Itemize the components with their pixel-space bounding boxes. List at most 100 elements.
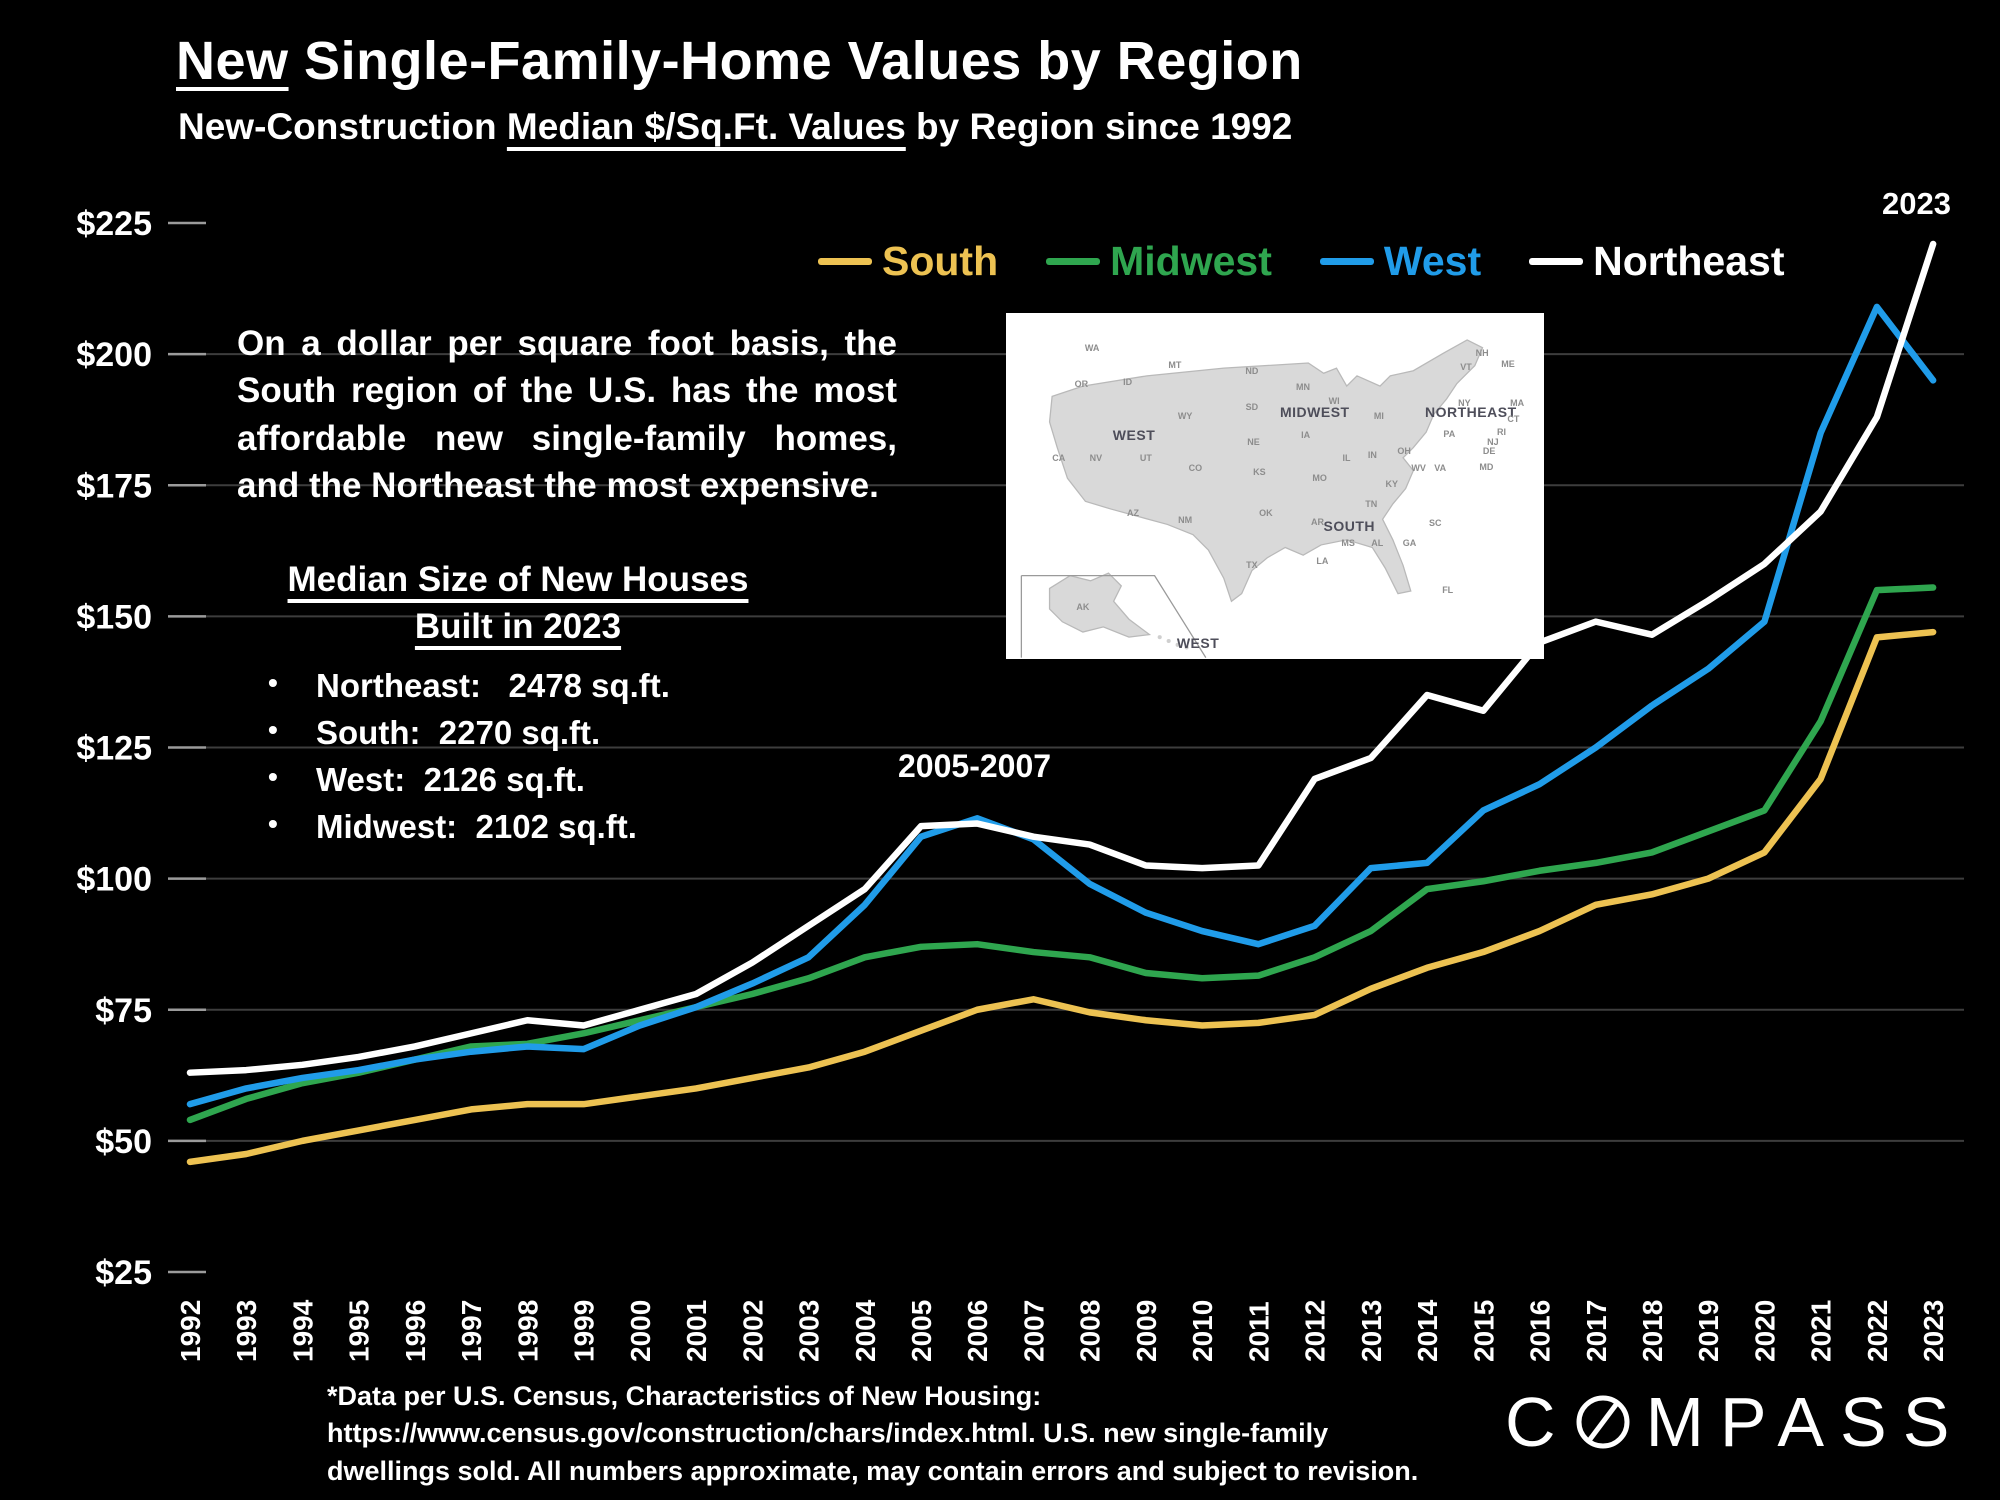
map-state-label-or: OR [1074,378,1089,389]
title-rest: Single-Family-Home Values by Region [288,31,1303,91]
legend-dash-northeast [1529,258,1584,265]
legend-item-midwest: Midwest [1046,238,1272,285]
inset-border [1020,575,1207,658]
median-item-west: West: 2126 sq.ft. [316,760,585,798]
series-line-west [186,303,1937,1108]
list-item: • South: 2270 sq.ft. [268,714,768,752]
chart-legend: South Midwest West Northeast [818,238,1784,285]
map-state-label-nj: NJ [1487,437,1499,448]
list-item: • Northeast: 2478 sq.ft. [268,667,768,705]
page-title: New Single-Family-Home Values by Region [176,30,1303,92]
x-axis-label: 2001 [681,1300,712,1362]
legend-dash-south [818,258,872,265]
x-axis-label: 1992 [175,1300,206,1362]
alaska-shape [1048,572,1152,638]
x-axis-label: 1993 [231,1300,262,1362]
subtitle: New-Construction Median $/Sq.Ft. Values … [178,106,1292,148]
us-region-map: WEST MIDWEST NORTHEAST SOUTH WEST WA OR ID MT ND M… [1006,313,1544,659]
legend-label-west: West [1383,238,1482,284]
y-axis-label: $75 [95,992,152,1030]
x-axis-label: 2002 [737,1300,768,1362]
map-state-label-wv: WV [1411,463,1426,473]
legend-label-midwest: Midwest [1110,238,1272,284]
x-axis-label: 2019 [1693,1300,1724,1362]
x-axis-label: 2021 [1806,1300,1837,1362]
map-state-label-wy: WY [1177,411,1193,422]
y-axis-label: $175 [76,467,152,505]
map-state-label-co: CO [1188,463,1203,473]
map-state-label-ms: MS [1341,537,1355,548]
x-axis-label: 2016 [1525,1300,1556,1362]
legend-item-northeast: Northeast [1529,238,1784,285]
map-state-label-al: AL [1371,537,1384,548]
median-size-block: Median Size of New Houses Built in 2023 … [268,556,768,855]
x-axis-label: 2000 [625,1300,656,1362]
x-axis-label: 2009 [1131,1300,1162,1362]
y-axis-label: $25 [95,1254,152,1292]
map-state-label-mt: MT [1168,359,1182,370]
series-line-northeast [186,240,1937,1076]
y-axis-label: $225 [76,205,152,243]
x-axis-label: 2011 [1243,1301,1274,1362]
map-state-label-wa: WA [1084,342,1100,353]
map-state-label-oh: OH [1397,446,1411,457]
annotation-paragraph: On a dollar per square foot basis, the S… [237,324,897,505]
map-state-label-pa: PA [1443,429,1456,440]
x-axis-label: 2023 [1918,1300,1949,1362]
map-state-label-sd: SD [1245,402,1259,413]
map-region-label-midwest: MIDWEST [1279,404,1350,421]
x-axis-label: 2022 [1862,1300,1893,1362]
map-state-label-ma: MA [1510,398,1525,409]
map-state-label-nv: NV [1089,452,1103,463]
median-size-list: • Northeast: 2478 sq.ft. • South: 2270 sq.… [268,667,768,846]
x-axis-label: 2005 [906,1300,937,1362]
legend-label-south: South [882,238,999,284]
map-state-label-nm: NM [1178,514,1193,525]
map-state-label-vt: VT [1460,362,1472,373]
x-axis-label: 1995 [344,1300,375,1362]
map-region-label-west: WEST [1112,427,1156,444]
map-state-label-ga: GA [1402,537,1417,548]
map-region-label-south: SOUTH [1323,518,1375,535]
map-labels-layer: WEST MIDWEST NORTHEAST SOUTH WEST WA OR ID MT ND M… [1006,313,1544,659]
map-state-label-id: ID [1123,376,1133,387]
x-axis-label: 2014 [1412,1299,1443,1362]
map-state-label-ia: IA [1301,430,1311,441]
map-state-label-ak: AK [1076,602,1090,613]
map-state-label-mn: MN [1295,381,1310,392]
map-state-label-ky: KY [1385,478,1398,489]
series-line-midwest [186,584,1937,1124]
x-axis-label: 2012 [1300,1300,1331,1362]
map-state-label-mo: MO [1312,473,1327,484]
source-note-line1: *Data per U.S. Census, Characteristics o… [327,1381,1042,1411]
legend-dash-west [1319,258,1374,265]
median-item-northeast: Northeast: 2478 sq.ft. [316,666,670,704]
median-item-south: South: 2270 sq.ft. [316,713,601,751]
x-axis-label: 1997 [456,1300,487,1362]
subtitle-pre: New-Construction [178,106,507,147]
median-heading-line2: Built in 2023 [414,607,622,647]
x-axis-label: 2003 [794,1300,825,1362]
map-state-label-ut: UT [1139,452,1152,463]
x-axis-label: 2004 [850,1299,881,1362]
logo-text-c: C [1505,1383,1572,1461]
list-item: • West: 2126 sq.ft. [268,761,768,799]
bullet-icon: • [268,713,278,745]
annotation-2005-2007: 2005-2007 [898,748,1052,784]
map-state-label-ar: AR [1311,516,1324,527]
y-axis-label: $150 [76,598,152,636]
map-region-label-west: WEST [1176,635,1220,652]
us-map-graphic [1020,339,1484,658]
x-axis-label: 1998 [512,1300,543,1362]
legend-item-south: South [818,238,998,285]
map-state-label-va: VA [1434,463,1447,473]
median-size-heading: Median Size of New Houses Built in 2023 [268,556,768,651]
map-state-label-ne: NE [1247,437,1260,448]
map-state-label-nd: ND [1245,366,1259,377]
x-axis-label: 1994 [287,1299,318,1362]
subtitle-underlined: Median $/Sq.Ft. Values [506,106,906,147]
source-note-line2: https://www.census.gov/construction/char… [327,1418,1329,1449]
map-state-label-sc: SC [1429,518,1442,529]
x-axis-label: 1996 [400,1300,431,1362]
x-axis-label: 2010 [1187,1300,1218,1362]
